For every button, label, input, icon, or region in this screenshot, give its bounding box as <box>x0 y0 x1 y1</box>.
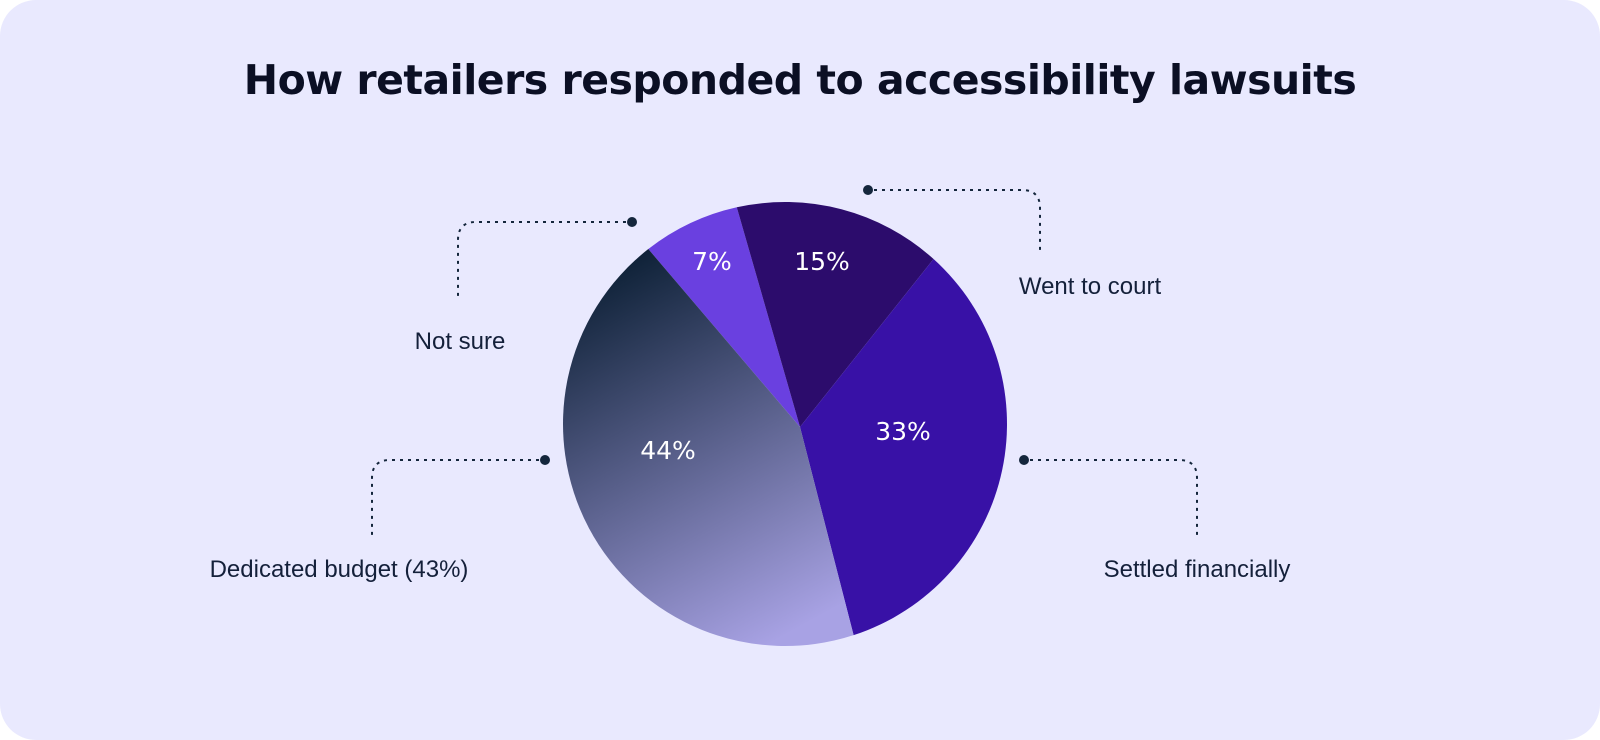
slice-value-label: 44% <box>640 436 696 465</box>
chart-title: How retailers responded to accessibility… <box>243 56 1357 104</box>
callout-dot <box>1019 455 1029 465</box>
callout-dot <box>540 455 550 465</box>
slice-category-label: Settled financially <box>1104 556 1291 583</box>
pie-slice-settled-financially <box>800 259 1007 636</box>
slice-category-label: Dedicated budget (43%) <box>210 556 469 583</box>
callout-connector <box>371 459 539 538</box>
slice-category-label: Went to court <box>1019 273 1162 300</box>
slice-value-label: 15% <box>794 247 850 276</box>
pie-slice-dedicated-budget-43 <box>563 249 854 646</box>
pie-slice-not-sure <box>648 207 800 427</box>
slice-value-label: 33% <box>875 417 931 446</box>
callout-connector <box>874 189 1041 250</box>
callout-dot <box>627 217 637 227</box>
pie-slice-went-to-court <box>736 202 934 427</box>
slice-value-label: 7% <box>692 247 732 276</box>
callout-connector <box>1030 459 1198 538</box>
callout-connector <box>457 221 626 300</box>
slice-category-label: Not sure <box>415 328 506 355</box>
callout-dot <box>863 185 873 195</box>
